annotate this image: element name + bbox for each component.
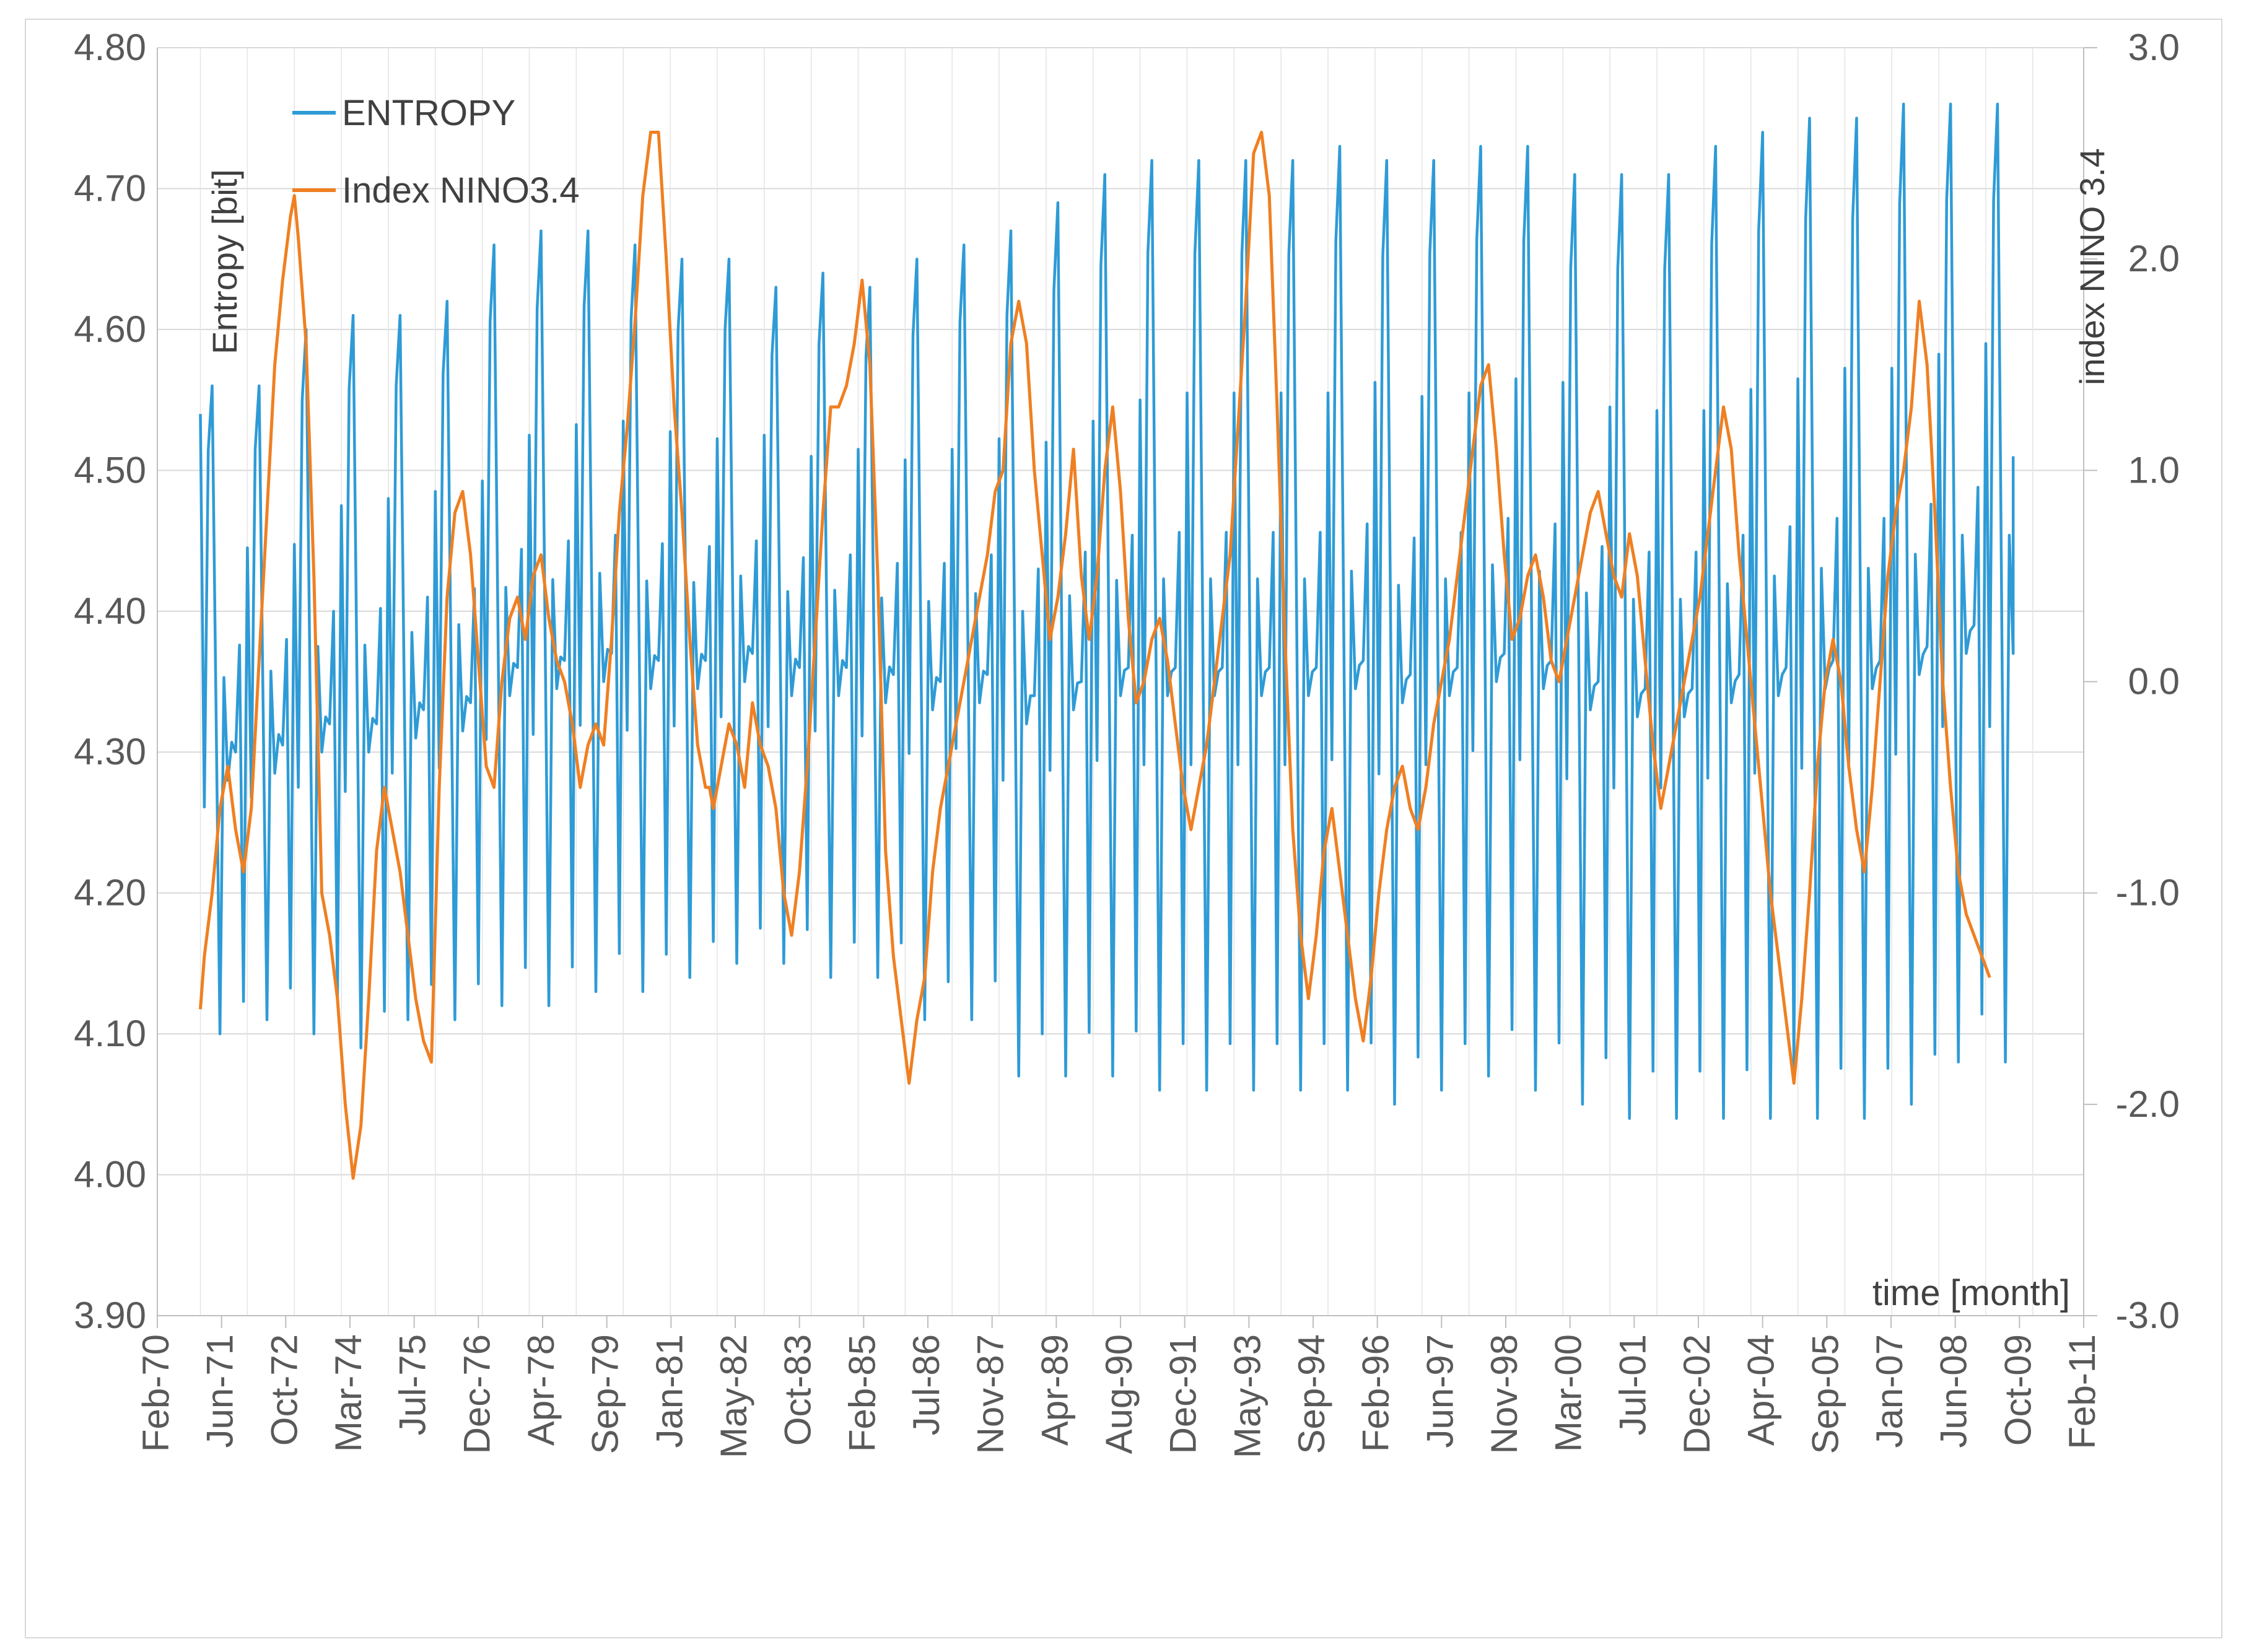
y-tick-label: 4.00 (74, 1154, 146, 1195)
chart-frame: 4.80 4.70 4.60 4.50 4.40 4.30 4.20 4.10 4.00 3.90… (25, 19, 2222, 1638)
y-tick-label: 4.70 (74, 167, 146, 209)
x-tick-label: Dec-02 (1676, 1334, 1718, 1454)
y2-tick-label: 0.0 (2128, 661, 2180, 702)
x-tick-label: Jun-97 (1419, 1334, 1461, 1448)
x-tick-label: Nov-87 (970, 1334, 1011, 1454)
y2-tick-label: 2.0 (2128, 238, 2180, 279)
series-lines (199, 102, 2015, 1180)
y2-tick-label: 3.0 (2128, 27, 2180, 68)
legend-label: ENTROPY (342, 93, 515, 133)
y-tick-label: 3.90 (74, 1295, 146, 1336)
axes (157, 47, 2097, 1328)
y2-tick-label: 1.0 (2128, 449, 2180, 491)
axis-labels: 4.80 4.70 4.60 4.50 4.40 4.30 4.20 4.10 4.00 3.90… (74, 27, 2180, 1458)
y-tick-label: 4.40 (74, 590, 146, 632)
legend-label: Index NINO3.4 (342, 170, 580, 211)
x-tick-label: Sep-79 (585, 1334, 626, 1454)
x-tick-label: Jun-08 (1933, 1334, 1975, 1448)
x-tick-label: May-93 (1226, 1334, 1268, 1458)
x-tick-label: Mar-74 (328, 1334, 369, 1452)
x-tick-label: Jul-01 (1612, 1334, 1653, 1435)
x-tick-label: Jun-71 (199, 1334, 241, 1448)
x-tick-label: Feb-70 (135, 1334, 177, 1452)
y-tick-label: 4.50 (74, 449, 146, 491)
y-tick-label: 4.80 (74, 27, 146, 68)
x-tick-label: Sep-94 (1291, 1334, 1332, 1454)
x-tick-label: May-82 (713, 1334, 754, 1458)
x-tick-label: Oct-09 (1997, 1334, 2038, 1446)
y2-tick-label: -2.0 (2116, 1083, 2180, 1125)
y-axis-title: Entropy [bit] (205, 169, 244, 354)
x-tick-label: Jul-75 (392, 1334, 434, 1435)
x-tick-label: Nov-98 (1483, 1334, 1525, 1454)
x-tick-label: Apr-89 (1034, 1334, 1075, 1446)
entropy-series-line (199, 102, 2015, 1120)
x-tick-label: Jan-07 (1869, 1334, 1910, 1448)
y2-tick-label: -1.0 (2116, 872, 2180, 914)
x-tick-label: Aug-90 (1098, 1334, 1140, 1454)
x-tick-label: Dec-91 (1163, 1334, 1204, 1454)
x-tick-label: Apr-04 (1741, 1334, 1782, 1446)
x-tick-label: Oct-72 (263, 1334, 305, 1446)
y-tick-label: 4.20 (74, 872, 146, 914)
x-tick-label: Jul-86 (906, 1334, 947, 1435)
y2-axis-title: index NINO 3.4 (2073, 148, 2112, 385)
x-tick-label: Mar-00 (1548, 1334, 1589, 1452)
y-tick-label: 4.60 (74, 308, 146, 350)
x-tick-label: Sep-05 (1804, 1334, 1846, 1454)
x-axis-title: time [month] (1872, 1273, 2070, 1313)
y-tick-label: 4.10 (74, 1013, 146, 1054)
x-tick-label: Feb-11 (2061, 1334, 2103, 1449)
x-tick-label: Dec-76 (456, 1334, 497, 1454)
legend: ENTROPY Index NINO3.4 (292, 93, 580, 211)
x-tick-label: Apr-78 (520, 1334, 562, 1446)
chart-canvas: 4.80 4.70 4.60 4.50 4.40 4.30 4.20 4.10 4.00 3.90… (74, 27, 2180, 1458)
nino-series-line (199, 131, 1991, 1180)
x-tick-label: Feb-85 (841, 1334, 883, 1452)
y2-tick-label: -3.0 (2116, 1295, 2180, 1336)
x-tick-label: Jan-81 (649, 1334, 690, 1448)
x-tick-label: Feb-96 (1355, 1334, 1397, 1452)
x-tick-label: Oct-83 (777, 1334, 819, 1446)
y-tick-label: 4.30 (74, 731, 146, 772)
